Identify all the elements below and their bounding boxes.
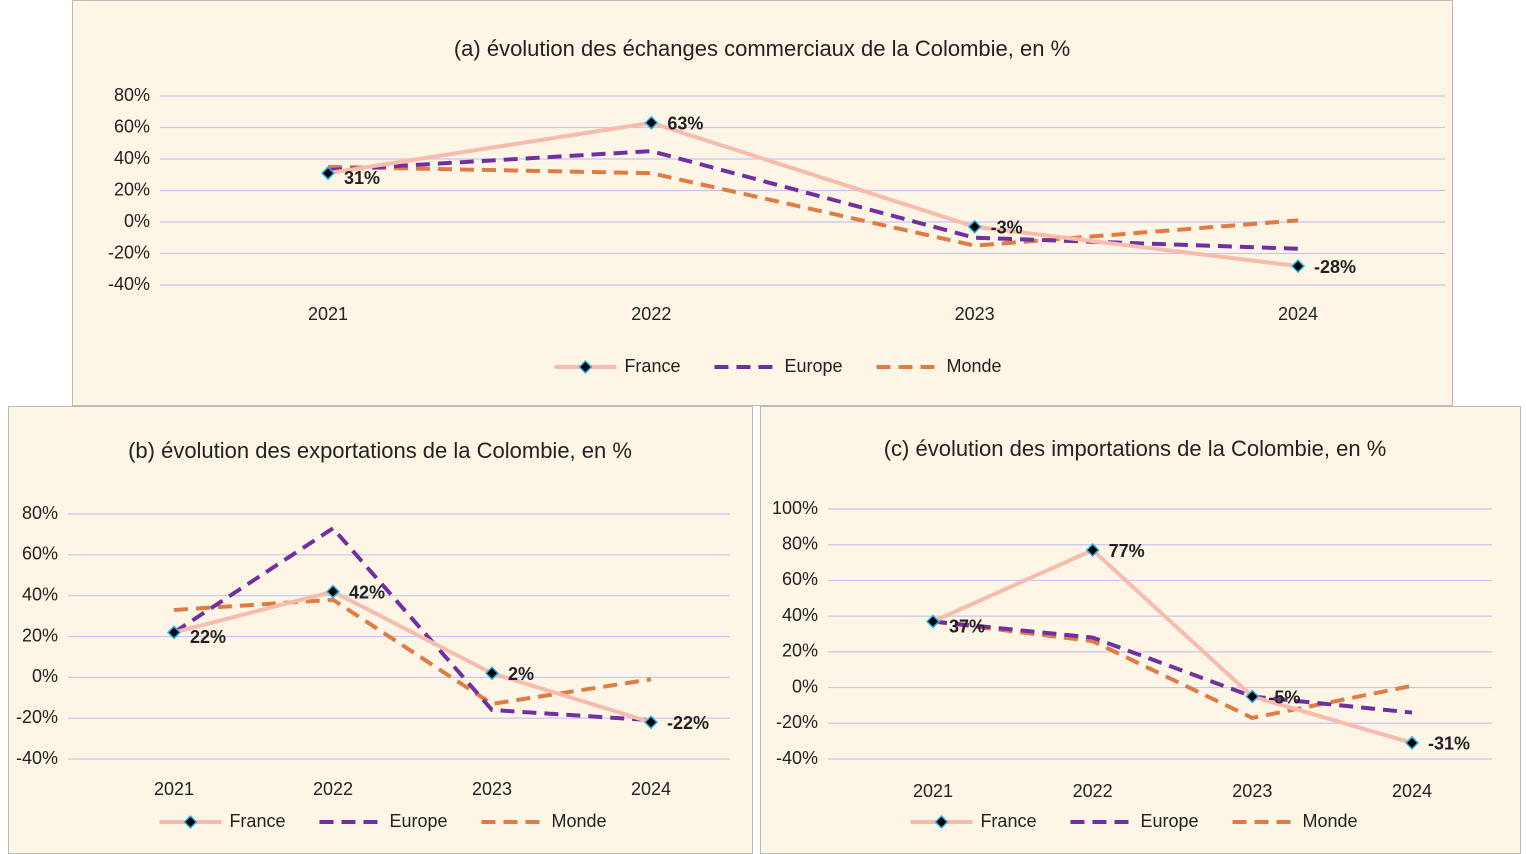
legend-marker (183, 814, 198, 830)
y-tick-label: 80% (22, 503, 58, 523)
y-tick-label: 40% (782, 605, 818, 625)
series-line (932, 619, 1413, 715)
series-line (327, 120, 1299, 269)
data-marker (644, 115, 659, 130)
series-line (932, 619, 1413, 720)
legend-label: Monde (1303, 811, 1358, 831)
data-marker (925, 614, 941, 629)
data-marker (1085, 543, 1100, 558)
y-tick-label: -20% (776, 712, 818, 732)
x-tick-label: 2024 (1392, 781, 1432, 801)
y-tick-label: 40% (114, 148, 150, 168)
x-tick-label: 2023 (955, 304, 995, 324)
legend-label: France (229, 811, 285, 831)
x-tick-label: 2023 (1232, 781, 1272, 801)
y-tick-label: 20% (114, 179, 150, 199)
y-tick-label: -20% (108, 242, 150, 262)
data-label: -3% (991, 217, 1023, 237)
chart-title: (a) évolution des échanges commerciaux d… (453, 36, 1071, 61)
legend-marker (934, 814, 949, 830)
chart-frame (8, 406, 753, 854)
y-tick-label: 20% (782, 641, 818, 661)
data-label: 2% (508, 664, 534, 684)
data-marker (1290, 259, 1306, 274)
data-label: 63% (667, 114, 703, 134)
chart-frame (760, 406, 1521, 854)
series-line (327, 149, 1299, 251)
y-tick-label: -40% (16, 748, 58, 768)
x-tick-label: 2024 (1278, 304, 1318, 324)
x-tick-label: 2023 (472, 779, 512, 799)
y-tick-label: 0% (124, 211, 150, 231)
legend-marker (578, 359, 593, 375)
series-line (327, 164, 1299, 248)
x-tick-label: 2022 (631, 304, 671, 324)
y-tick-label: 20% (22, 625, 58, 645)
legend-label: Europe (784, 356, 842, 376)
y-tick-label: -40% (776, 748, 818, 768)
y-tick-label: 80% (114, 85, 150, 105)
legend-label: Europe (389, 811, 447, 831)
data-label: 77% (1109, 541, 1145, 561)
series-line (172, 526, 652, 723)
y-tick-label: 80% (782, 533, 818, 553)
data-marker (643, 715, 659, 730)
data-label: 37% (949, 616, 985, 636)
data-marker (320, 166, 336, 181)
legend-label: Monde (552, 811, 607, 831)
y-tick-label: -40% (108, 274, 150, 294)
x-tick-label: 2021 (154, 779, 194, 799)
y-tick-label: 0% (32, 666, 58, 686)
x-tick-label: 2021 (308, 304, 348, 324)
data-marker (325, 584, 341, 599)
data-label: 42% (349, 582, 385, 602)
y-tick-label: 60% (782, 569, 818, 589)
data-label: -5% (1268, 687, 1300, 707)
chart-frame (72, 0, 1453, 406)
data-marker (1245, 689, 1260, 704)
y-tick-label: 0% (792, 676, 818, 696)
x-tick-label: 2021 (913, 781, 953, 801)
y-tick-label: 60% (114, 116, 150, 136)
y-tick-label: 100% (772, 498, 818, 518)
legend-label: France (624, 356, 680, 376)
legend-label: Europe (1140, 811, 1198, 831)
series-line (173, 589, 652, 725)
data-label: 31% (344, 168, 380, 188)
y-tick-label: 40% (22, 584, 58, 604)
data-label: -28% (1314, 257, 1356, 277)
data-marker (484, 666, 500, 681)
data-marker (1404, 735, 1420, 750)
data-label: 22% (190, 627, 226, 647)
data-marker (166, 625, 182, 640)
x-tick-label: 2022 (313, 779, 353, 799)
data-marker (967, 219, 982, 234)
chart-title: (b) évolution des exportations de la Col… (128, 438, 632, 463)
data-label: -31% (1428, 734, 1470, 754)
legend-label: France (980, 811, 1036, 831)
legend-label: Monde (947, 356, 1002, 376)
x-tick-label: 2024 (631, 779, 671, 799)
series-line (932, 548, 1413, 745)
y-tick-label: 60% (22, 544, 58, 564)
y-tick-label: -20% (16, 707, 58, 727)
data-label: -22% (667, 713, 709, 733)
series-line (173, 597, 652, 706)
x-tick-label: 2022 (1073, 781, 1113, 801)
chart-title: (c) évolution des importations de la Col… (883, 436, 1387, 461)
